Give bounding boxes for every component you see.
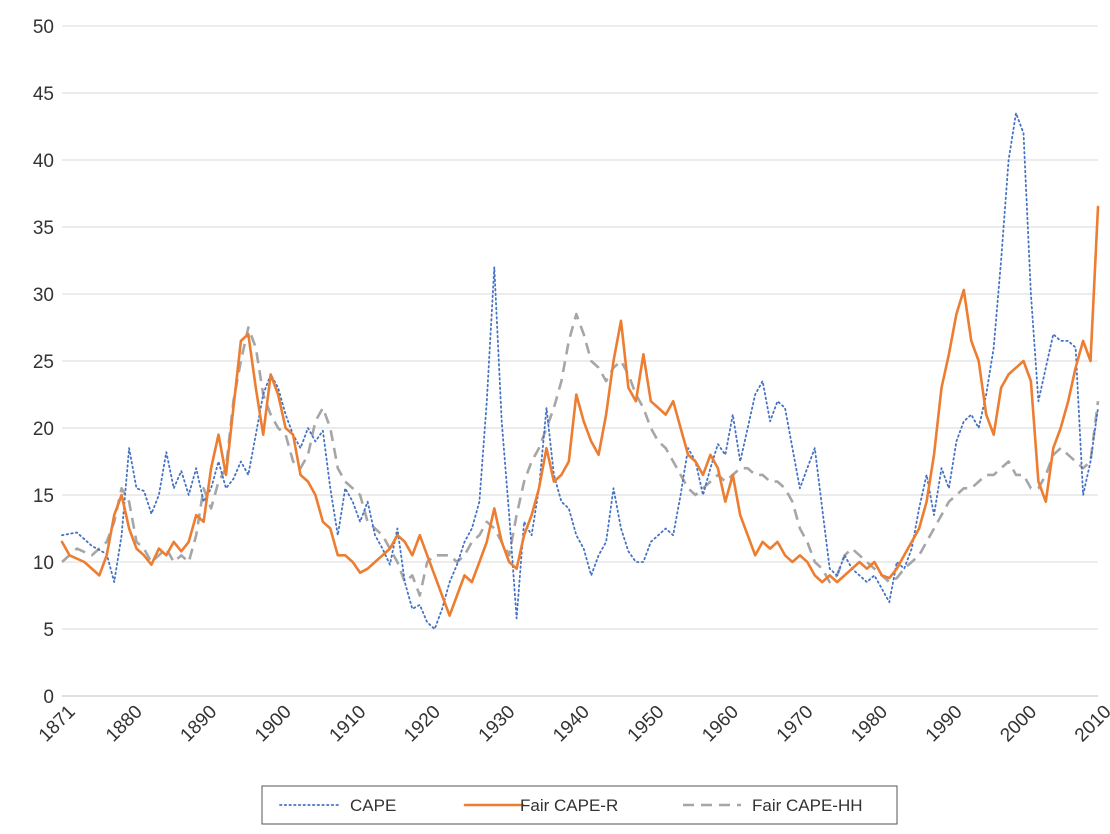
x-tick-label: 1900 bbox=[251, 702, 296, 747]
y-tick-label: 20 bbox=[33, 419, 54, 440]
y-tick-label: 0 bbox=[43, 687, 54, 708]
legend-label: CAPE bbox=[350, 796, 396, 815]
legend: CAPE Fair CAPE-R Fair CAPE-HH bbox=[261, 785, 898, 825]
y-axis-ticks: 0 5 10 15 20 25 30 35 40 45 50 bbox=[33, 17, 54, 708]
x-tick-label: 1980 bbox=[847, 702, 892, 747]
legend-label: Fair CAPE-R bbox=[520, 796, 618, 815]
series-line-fair-cape-hh bbox=[61, 312, 1100, 597]
legend-label: Fair CAPE-HH bbox=[752, 796, 863, 815]
y-tick-label: 15 bbox=[33, 486, 54, 507]
x-tick-label: 1990 bbox=[922, 702, 967, 747]
x-tick-label: 2010 bbox=[1071, 702, 1110, 747]
series-lines bbox=[60, 112, 1100, 630]
x-tick-label: 1871 bbox=[35, 702, 80, 747]
x-tick-label: 1940 bbox=[549, 702, 594, 747]
y-tick-label: 50 bbox=[33, 17, 54, 38]
grid-lines bbox=[62, 25, 1098, 697]
x-tick-label: 1880 bbox=[102, 702, 147, 747]
y-tick-label: 10 bbox=[33, 553, 54, 574]
x-tick-label: 1950 bbox=[624, 702, 669, 747]
x-tick-label: 1970 bbox=[773, 702, 818, 747]
y-tick-label: 5 bbox=[43, 620, 54, 641]
x-tick-label: 1920 bbox=[400, 702, 445, 747]
x-tick-label: 2000 bbox=[996, 702, 1041, 747]
x-axis-ticks: 1871 1880 1890 1900 1910 1920 1930 1940 1950 1960… bbox=[35, 702, 1110, 747]
series-line-fair-cape-r bbox=[60, 205, 1100, 617]
x-tick-label: 1930 bbox=[475, 702, 520, 747]
series-line-cape bbox=[61, 112, 1099, 630]
y-tick-label: 30 bbox=[33, 285, 54, 306]
legend-box bbox=[261, 785, 898, 825]
x-tick-label: 1960 bbox=[698, 702, 743, 747]
y-tick-label: 35 bbox=[33, 218, 54, 239]
x-tick-label: 1910 bbox=[326, 702, 371, 747]
y-tick-label: 40 bbox=[33, 151, 54, 172]
y-tick-label: 25 bbox=[33, 352, 54, 373]
x-tick-label: 1890 bbox=[177, 702, 222, 747]
y-tick-label: 45 bbox=[33, 84, 54, 105]
